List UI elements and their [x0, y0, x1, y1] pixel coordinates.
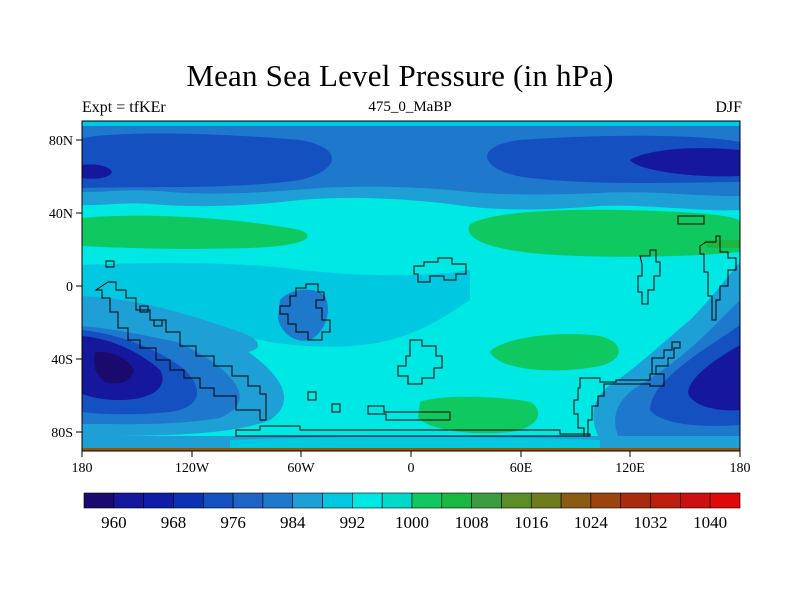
colorbar-box	[709, 492, 741, 509]
high-north-pacific	[468, 209, 740, 257]
colorbar-box	[441, 492, 472, 509]
north-low-west	[82, 133, 332, 188]
south-mid-band-2	[82, 296, 259, 353]
high-south-indian	[490, 333, 619, 371]
high-north-atlantic	[82, 215, 308, 249]
colorbar-box	[381, 492, 413, 509]
colorbar-box	[471, 492, 502, 509]
colorbar-box	[650, 492, 681, 509]
colorbar-label: 976	[220, 513, 246, 532]
coast-central	[413, 257, 467, 283]
colorbar-label: 1008	[455, 513, 489, 532]
coast-south-block	[397, 339, 443, 385]
colorbar-label: 992	[340, 513, 366, 532]
coast-island-3	[153, 319, 163, 327]
coast-east-3	[573, 373, 665, 437]
colorbar-box	[501, 492, 532, 509]
season-label: DJF	[715, 99, 742, 116]
colorbar-box	[143, 492, 174, 509]
x-tick-label: 0	[408, 461, 415, 476]
colorbar-label: 1000	[395, 513, 429, 532]
colorbar-box	[322, 492, 353, 509]
colorbar-box	[113, 492, 144, 509]
coast-east-rect	[677, 215, 705, 225]
coast-mid-continent	[279, 283, 331, 341]
coast-small-1	[331, 403, 341, 413]
coast-south-strip	[367, 405, 451, 421]
colorbar-labels: 960 968 976 984 992 1000 1008 1016 1024 …	[101, 513, 727, 532]
colorbar-label: 1024	[574, 513, 609, 532]
colorbar-label: 1016	[514, 513, 548, 532]
x-tick-label: 180	[730, 461, 751, 476]
colorbar-box	[232, 492, 264, 509]
colorbar-box	[83, 492, 115, 509]
colorbar-label: 1040	[693, 513, 727, 532]
y-tick-label: 40N	[49, 207, 73, 222]
coast-east-4	[651, 341, 681, 375]
colorbar-label: 1032	[634, 513, 668, 532]
y-tick-label: 80N	[49, 134, 73, 149]
x-tick-label: 180	[72, 461, 93, 476]
coast-east-1	[637, 249, 661, 305]
x-tick-label: 120E	[615, 461, 645, 476]
colorbar-label: 968	[161, 513, 187, 532]
antarctic-strip	[82, 448, 740, 451]
high-small-east	[703, 240, 740, 248]
arctic-strip	[82, 121, 740, 126]
colorbar	[83, 492, 741, 509]
coast-antarctic	[235, 425, 591, 437]
colorbar-box	[173, 492, 204, 509]
experiment-label: Expt = tfKEr	[82, 99, 166, 116]
y-tick-label: 0	[66, 280, 73, 295]
y-tick-label: 80S	[51, 426, 73, 441]
south-mid-band	[82, 263, 470, 347]
tick-marks	[76, 139, 741, 457]
north-low-east-core	[630, 148, 740, 177]
x-tick-label: 60W	[287, 461, 315, 476]
x-tick-label: 60E	[510, 461, 533, 476]
colorbar-box	[680, 492, 711, 509]
southern-ocean-ring-edge	[230, 437, 600, 451]
colorbar-box	[590, 492, 622, 509]
north-low-west-core	[82, 164, 112, 179]
y-tick-label: 40S	[51, 353, 73, 368]
period-label: 475_0_MaBP	[368, 99, 452, 115]
high-south-pacific	[418, 396, 539, 434]
coast-small-2	[307, 391, 317, 401]
coast-east-2	[699, 235, 737, 321]
colorbar-box	[202, 492, 234, 509]
coastlines	[94, 215, 737, 437]
coast-west-continent	[94, 281, 267, 421]
map-title: Mean Sea Level Pressure (in hPa)	[186, 58, 614, 93]
y-axis-labels: 80N 40N 0 40S 80S	[49, 134, 73, 441]
colorbar-box	[530, 492, 562, 509]
colorbar-box	[292, 492, 323, 509]
colorbar-box	[620, 492, 651, 509]
coast-island-1	[105, 260, 115, 268]
pressure-field	[82, 121, 740, 451]
colorbar-box	[411, 492, 443, 509]
x-tick-label: 120W	[175, 461, 210, 476]
south-low-east-deep	[688, 345, 740, 411]
colorbar-label: 984	[280, 513, 306, 532]
x-axis-labels: 180 120W 60W 0 60E 120E 180	[72, 461, 751, 476]
coast-island-2	[139, 305, 149, 313]
south-low-west-deep	[93, 351, 134, 384]
colorbar-box	[262, 492, 294, 509]
colorbar-box	[560, 492, 592, 509]
colorbar-label: 960	[101, 513, 127, 532]
colorbar-box	[352, 492, 383, 509]
